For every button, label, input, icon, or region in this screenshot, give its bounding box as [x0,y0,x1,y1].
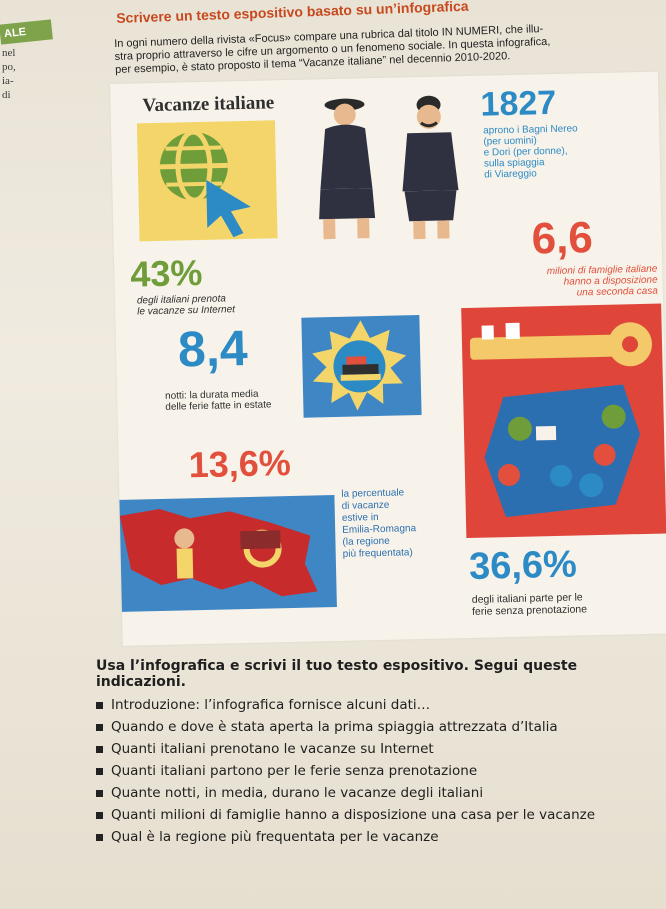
instruction-text: Quanti milioni di famiglie hanno a dispo… [111,807,596,823]
margin-word: ia- [2,75,14,87]
sun-ferry-icon [301,315,422,418]
margin-word: di [2,89,11,101]
emilia-romagna-map [119,495,337,612]
key-house-icon [461,303,666,539]
exercise-instructions: Usa l’infografica e scrivi il tuo testo … [96,658,656,848]
instruction-text: Quante notti, in media, durano le vacanz… [111,785,484,801]
instructions-heading: Usa l’infografica e scrivi il tuo testo … [96,658,578,690]
bullet-icon [96,833,103,841]
instruction-item: Qual è la regione più frequentata per le… [96,826,656,848]
instruction-text: Quanti italiani prenotano le vacanze su … [111,741,434,757]
bullet-icon [96,811,103,819]
stat-caption-online-booking: degli italiani prenota le vacanze su Int… [136,293,236,318]
stat-caption-no-booking: degli italiani parte per le ferie senza … [471,591,588,618]
bullet-icon [96,767,103,775]
stat-caption-second-home: milioni di famiglie italiane hanno a dis… [546,263,658,299]
instruction-text: Introduzione: l’infografica fornisce alc… [111,697,431,713]
instruction-item: Quanti italiani prenotano le vacanze su … [96,738,656,760]
section-badge: ALE [0,19,53,45]
bathers-illustration [300,90,481,244]
instruction-item: Quanti italiani partono per le ferie sen… [96,760,656,782]
stat-caption-nights: notti: la durata media delle ferie fatte… [164,388,272,413]
stat-value-nights: 8,4 [177,319,249,378]
instruction-item: Quante notti, in media, durano le vacanz… [96,782,656,804]
infographic-title: Vacanze italiane [142,92,275,117]
instruction-item: Quanti milioni di famiglie hanno a dispo… [96,804,656,826]
infographic: Vacanze italiane [110,71,666,646]
instruction-text: Quanti italiani partono per le ferie sen… [111,763,478,779]
stat-caption-emilia-romagna: la percentuale di vacanze estive in Emil… [341,487,417,560]
stat-value-emilia-romagna: 13,6% [188,442,292,486]
margin-text: nel po, ia- di [2,46,16,102]
margin-word: po, [2,61,16,73]
bullet-icon [96,701,103,709]
bullet-icon [96,723,103,731]
stat-caption-1827: aprono i Bagni Nereo (per uomini) e Dori… [483,123,578,181]
travel-icons-cube [484,384,641,518]
stat-value-online-booking: 43% [129,251,203,295]
bullet-icon [96,789,103,797]
globe-cursor-icon [136,120,278,242]
instruction-item: Quando e dove è stata aperta la prima sp… [96,716,656,738]
stat-value-second-home: 6,6 [531,213,594,264]
bullet-icon [96,745,103,753]
instruction-text: Quando e dove è stata aperta la prima sp… [111,719,558,735]
stat-value-no-booking: 36,6% [468,543,578,588]
instruction-item: Introduzione: l’infografica fornisce alc… [96,694,656,716]
margin-word: nel [2,47,16,59]
instruction-text: Qual è la regione più frequentata per le… [111,829,439,845]
intro-paragraph: In ogni numero della rivista «Focus» com… [114,19,665,77]
stat-value-1827: 1827 [480,83,557,124]
